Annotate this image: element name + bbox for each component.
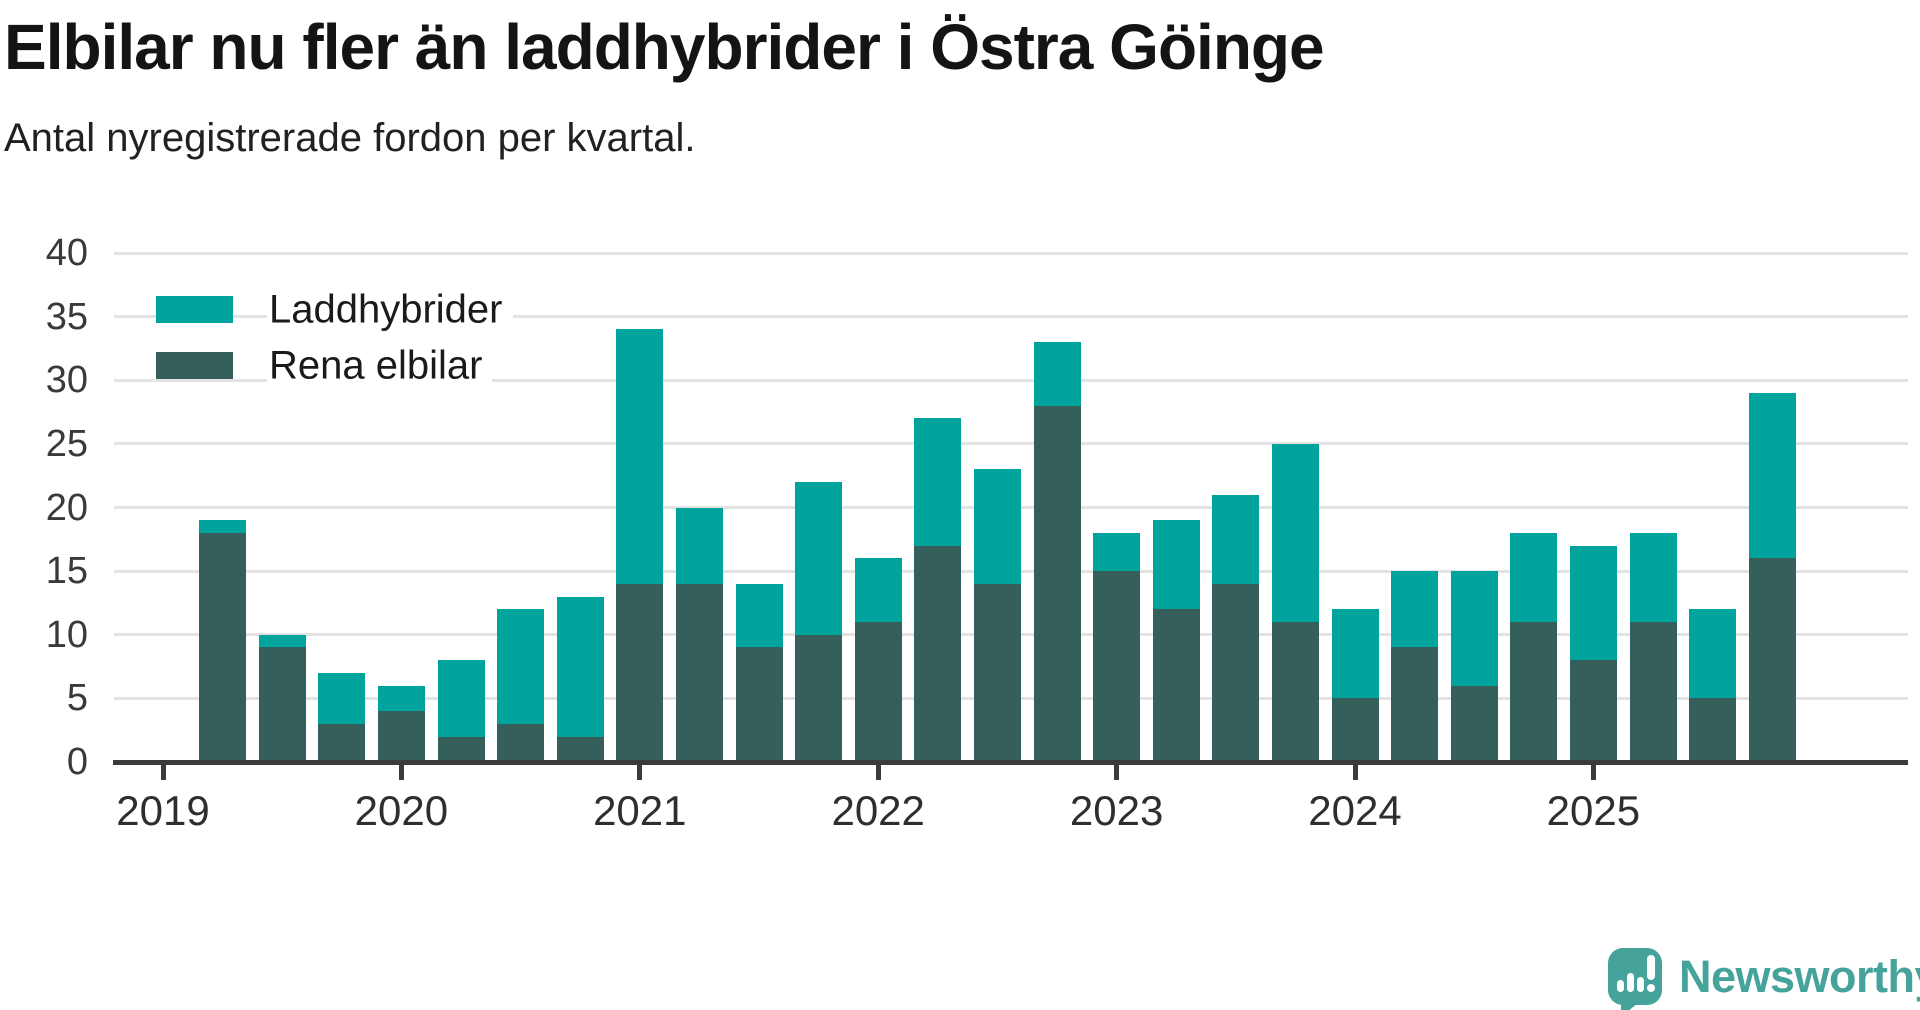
bar-segment-rena-elbilar (199, 532, 247, 762)
bar-segment-laddhybrider (199, 520, 247, 533)
y-tick-label: 40 (45, 232, 88, 274)
bar-segment-rena-elbilar (377, 711, 425, 762)
x-axis-tick (637, 765, 643, 780)
bar-segment-laddhybrider (318, 672, 366, 724)
bar-segment-rena-elbilar (914, 545, 962, 762)
bar-segment-laddhybrider (1629, 532, 1677, 622)
bar-segment-laddhybrider (795, 482, 843, 635)
chart-subtitle: Antal nyregistrerade fordon per kvartal. (4, 116, 696, 160)
logo-exclamation-dot-icon (1647, 984, 1655, 992)
bar-segment-laddhybrider (1510, 532, 1558, 622)
bar-segment-rena-elbilar (258, 647, 306, 762)
bar-segment-rena-elbilar (973, 583, 1021, 762)
bar-segment-laddhybrider (1391, 571, 1439, 648)
bar-segment-rena-elbilar (1331, 698, 1379, 762)
bar-segment-rena-elbilar (1152, 609, 1200, 762)
newsworthy-logo: Newsworthy (1608, 948, 1920, 1010)
x-axis-tick (1352, 765, 1358, 780)
bar-segment-rena-elbilar (1033, 405, 1081, 762)
gridline-25 (114, 442, 1908, 446)
bar-segment-laddhybrider (973, 469, 1021, 584)
bar-segment-laddhybrider (258, 634, 306, 648)
bar-segment-rena-elbilar (437, 736, 485, 762)
bar-segment-laddhybrider (1450, 571, 1498, 686)
bar-segment-laddhybrider (1689, 609, 1737, 699)
bar-segment-rena-elbilar (735, 647, 783, 762)
newsworthy-logo-icon (1608, 948, 1662, 1010)
bar-segment-rena-elbilar (1212, 583, 1260, 762)
bar-segment-laddhybrider (1331, 609, 1379, 699)
logo-exclamation-icon (1647, 955, 1655, 980)
bar-segment-laddhybrider (616, 329, 664, 584)
x-axis-tick (875, 765, 881, 780)
y-tick-label: 25 (45, 422, 88, 465)
gridline-35 (114, 315, 1908, 319)
x-tick-label: 2023 (1069, 787, 1164, 834)
bar-segment-rena-elbilar (318, 723, 366, 762)
legend-label: Laddhybrider (267, 285, 513, 335)
bar-segment-rena-elbilar (1748, 558, 1796, 762)
bar-segment-laddhybrider (497, 609, 545, 724)
x-tick-label: 2020 (354, 787, 449, 834)
x-tick-label: 2024 (1308, 787, 1402, 834)
bar-segment-laddhybrider (914, 418, 962, 546)
bar-segment-rena-elbilar (1450, 685, 1498, 762)
chart-title: Elbilar nu fler än laddhybrider i Östra … (4, 11, 1325, 83)
y-tick-label: 10 (45, 613, 88, 656)
x-axis-tick (160, 765, 166, 780)
x-axis-line (113, 760, 1908, 765)
logo-bar-icon (1627, 973, 1634, 992)
bar-segment-laddhybrider (1152, 520, 1200, 610)
bar-segment-laddhybrider (854, 558, 902, 623)
bar-segment-laddhybrider (675, 507, 723, 584)
bar-segment-laddhybrider (556, 596, 604, 737)
bar-segment-laddhybrider (1569, 545, 1617, 661)
y-tick-label: 35 (45, 295, 88, 338)
x-axis-tick (1114, 765, 1120, 780)
bar-segment-rena-elbilar (556, 736, 604, 762)
y-tick-label: 20 (45, 486, 88, 529)
logo-bar-icon (1637, 977, 1644, 992)
bar-segment-rena-elbilar (1689, 698, 1737, 762)
x-axis-tick (1590, 765, 1596, 780)
bar-segment-rena-elbilar (1093, 571, 1141, 762)
bar-segment-laddhybrider (377, 685, 425, 712)
bar-segment-laddhybrider (735, 583, 783, 648)
bar-segment-rena-elbilar (616, 583, 664, 762)
legend-swatch-laddhybrider (156, 296, 233, 323)
bar-segment-rena-elbilar (854, 622, 902, 762)
gridline-40 (114, 251, 1908, 255)
y-tick-label: 30 (45, 359, 88, 402)
bar-segment-rena-elbilar (795, 634, 843, 762)
legend-label: Rena elbilar (267, 341, 493, 391)
bar-segment-laddhybrider (1033, 342, 1081, 406)
x-tick-label: 2025 (1546, 787, 1641, 834)
x-tick-label: 2022 (831, 787, 925, 834)
logo-bar-icon (1617, 980, 1624, 992)
bar-segment-laddhybrider (1748, 392, 1796, 559)
bar-segment-rena-elbilar (1391, 647, 1439, 762)
bar-segment-laddhybrider (1093, 532, 1141, 572)
y-tick-label: 5 (66, 677, 88, 720)
bar-segment-laddhybrider (1212, 494, 1260, 584)
legend-swatch-rena-elbilar (156, 352, 233, 379)
y-tick-label: 0 (66, 741, 88, 783)
bar-segment-rena-elbilar (1271, 622, 1319, 762)
bar-segment-rena-elbilar (1629, 622, 1677, 762)
bar-segment-laddhybrider (1271, 443, 1319, 623)
bar-segment-rena-elbilar (1510, 622, 1558, 762)
y-tick-label: 15 (45, 550, 88, 593)
x-tick-label: 2019 (116, 787, 210, 834)
x-axis-tick (398, 765, 404, 780)
x-tick-label: 2021 (593, 787, 687, 834)
gridline-30 (114, 378, 1908, 382)
bar-segment-rena-elbilar (497, 723, 545, 762)
bar-segment-rena-elbilar (1569, 660, 1617, 762)
bar-segment-laddhybrider (437, 660, 485, 737)
newsworthy-wordmark: Newsworthy (1679, 950, 1920, 1002)
bar-segment-rena-elbilar (675, 583, 723, 762)
